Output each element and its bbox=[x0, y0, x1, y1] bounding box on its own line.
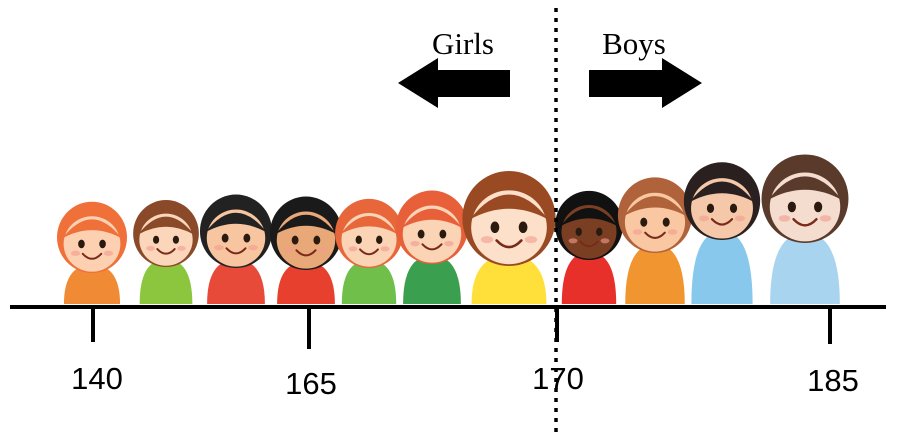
eye bbox=[376, 235, 383, 244]
smile bbox=[225, 247, 247, 255]
boy-figure bbox=[617, 177, 693, 304]
eye bbox=[99, 239, 106, 249]
smile bbox=[359, 248, 379, 256]
shirt bbox=[277, 261, 335, 304]
eye bbox=[78, 239, 85, 249]
hair-bangs bbox=[689, 181, 755, 203]
eye bbox=[662, 217, 670, 227]
cheek bbox=[480, 236, 494, 244]
cheek bbox=[667, 229, 678, 235]
shirt bbox=[561, 252, 617, 304]
girl-figure bbox=[57, 201, 127, 304]
eye bbox=[575, 227, 582, 236]
eye bbox=[490, 221, 500, 233]
cheek bbox=[600, 238, 610, 244]
cheek bbox=[778, 215, 791, 222]
tick-label-140: 140 bbox=[71, 361, 123, 396]
shirt bbox=[139, 259, 193, 304]
smile bbox=[295, 249, 317, 257]
hair-bangs bbox=[62, 219, 122, 239]
girl-figure bbox=[133, 200, 199, 304]
boy-figure bbox=[555, 190, 623, 304]
girls-label: Girls bbox=[432, 26, 494, 61]
cheek bbox=[698, 215, 710, 222]
tick-label-185: 185 bbox=[807, 363, 859, 398]
smile bbox=[792, 217, 818, 227]
hair-bangs bbox=[623, 196, 687, 217]
cheek bbox=[819, 215, 832, 222]
eye bbox=[221, 233, 229, 243]
smile bbox=[644, 231, 666, 239]
eye bbox=[291, 235, 299, 245]
eye bbox=[706, 203, 715, 214]
hair-bangs bbox=[340, 216, 398, 235]
cheek bbox=[734, 215, 746, 222]
shirt bbox=[63, 264, 121, 304]
eye bbox=[152, 235, 160, 244]
hair-bangs bbox=[560, 208, 618, 227]
girl-figure bbox=[395, 190, 469, 304]
cheek bbox=[177, 245, 186, 251]
eye bbox=[518, 221, 528, 233]
shirt bbox=[341, 260, 397, 304]
shirt bbox=[625, 244, 685, 304]
cheek bbox=[284, 246, 294, 253]
cheek bbox=[70, 250, 81, 256]
boy-figure bbox=[683, 162, 761, 304]
eye bbox=[814, 201, 823, 213]
eye bbox=[439, 229, 447, 239]
hair-bangs bbox=[401, 208, 463, 229]
smile bbox=[421, 243, 443, 251]
girl-figure bbox=[462, 170, 556, 304]
eye bbox=[729, 203, 738, 214]
smile bbox=[81, 252, 103, 260]
shirt bbox=[207, 259, 265, 304]
hair-bangs bbox=[205, 212, 267, 233]
eye bbox=[596, 227, 603, 236]
girl-figure bbox=[269, 196, 343, 304]
smile bbox=[710, 218, 734, 226]
shirt bbox=[691, 231, 753, 304]
hair-bangs bbox=[768, 176, 842, 200]
cheek bbox=[444, 240, 454, 247]
eye bbox=[640, 217, 648, 227]
girl-figure bbox=[199, 194, 273, 304]
cheek bbox=[410, 240, 420, 247]
eye bbox=[313, 235, 321, 245]
hair-bangs bbox=[275, 214, 337, 235]
shirt bbox=[403, 255, 461, 304]
cheek bbox=[248, 244, 258, 251]
shirt bbox=[471, 255, 547, 304]
children-illustration bbox=[57, 154, 849, 304]
boys-label: Boys bbox=[602, 26, 666, 61]
hair-bangs bbox=[138, 216, 194, 235]
girls-arrow-left-icon bbox=[398, 58, 510, 108]
smile bbox=[495, 239, 523, 249]
boy-figure bbox=[761, 154, 849, 304]
cheek bbox=[568, 238, 578, 244]
hair-bangs bbox=[469, 194, 549, 220]
tick-label-165: 165 bbox=[285, 366, 337, 401]
eye bbox=[417, 229, 425, 239]
cheek bbox=[146, 245, 155, 251]
eye bbox=[355, 235, 362, 244]
cheek bbox=[103, 250, 114, 256]
shirt bbox=[770, 232, 840, 304]
cheek bbox=[632, 229, 643, 235]
smile bbox=[156, 248, 176, 255]
eye bbox=[243, 233, 251, 243]
eye bbox=[172, 235, 180, 244]
tick-label-170: 170 bbox=[532, 361, 584, 396]
boys-arrow-right-icon bbox=[589, 58, 702, 108]
eye bbox=[787, 201, 796, 213]
cheek bbox=[524, 236, 538, 244]
cheek bbox=[318, 246, 328, 253]
cheek bbox=[348, 246, 358, 252]
cheek bbox=[380, 246, 390, 252]
girl-figure bbox=[335, 198, 403, 304]
smile bbox=[579, 240, 599, 248]
cheek bbox=[214, 244, 224, 251]
